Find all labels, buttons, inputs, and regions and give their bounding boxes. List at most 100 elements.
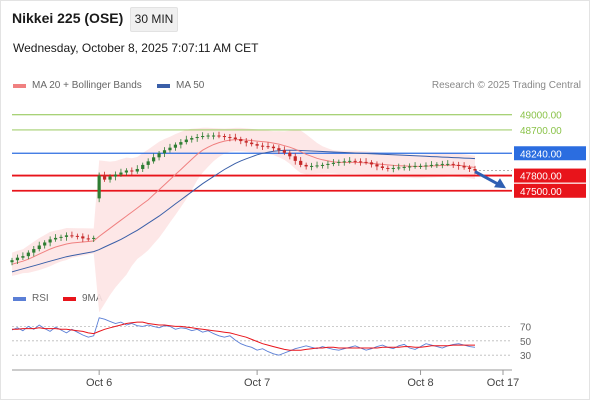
- candle-body: [26, 252, 30, 257]
- candle-body: [233, 137, 237, 140]
- candle-body: [211, 135, 216, 137]
- candle-body: [309, 165, 314, 167]
- candle-body: [342, 161, 346, 163]
- candle-body: [135, 168, 139, 172]
- candle-body: [162, 150, 167, 154]
- chart-datetime: Wednesday, October 8, 2025 7:07:11 AM CE…: [13, 41, 259, 55]
- candle-body: [64, 235, 69, 237]
- legend-rsi-label: RSI: [32, 293, 49, 304]
- candle-body: [315, 165, 319, 167]
- candle-body: [408, 166, 412, 168]
- candle-body: [15, 257, 20, 261]
- candle-body: [113, 174, 118, 177]
- candle-body: [59, 236, 63, 238]
- candle-body: [21, 256, 25, 258]
- candle-body: [190, 138, 194, 140]
- candle-body: [92, 237, 96, 239]
- candle-body: [326, 163, 330, 165]
- candle-body: [173, 144, 178, 148]
- legend-ma9: 9MA: [63, 293, 103, 304]
- candle-body: [53, 237, 58, 240]
- candle-body: [266, 146, 270, 148]
- candle-body: [146, 161, 150, 165]
- candle-body: [37, 245, 41, 250]
- candle-body: [217, 135, 221, 137]
- rsi-series-rsi: [11, 317, 476, 356]
- candle-body: [179, 142, 183, 145]
- candle-body: [201, 136, 205, 138]
- candle-body: [32, 249, 36, 253]
- copyright: Research © 2025 Trading Central: [431, 80, 581, 91]
- candle-body: [451, 163, 455, 165]
- candle-body: [282, 150, 286, 153]
- ma20-swatch: [13, 83, 26, 88]
- level-tag-4: [514, 183, 586, 198]
- candle-body: [157, 153, 161, 158]
- candle-body: [413, 165, 417, 167]
- bollinger-band-fill: [12, 127, 475, 313]
- candle-body: [244, 141, 248, 143]
- candle-body: [277, 148, 281, 151]
- candle-body: [206, 135, 210, 137]
- rsi-tick-30: 30: [520, 351, 532, 362]
- forecast-arrow-shaft: [474, 170, 501, 187]
- candle-body: [293, 156, 297, 161]
- candle-body: [152, 157, 156, 162]
- candle-body: [331, 162, 335, 164]
- candle-body: [260, 145, 265, 147]
- candle-body: [10, 260, 14, 263]
- candle-body: [402, 166, 406, 168]
- level-label-3: 47800.00: [520, 172, 562, 183]
- candle-body: [168, 147, 172, 151]
- candle-body: [97, 175, 101, 199]
- legend-rsi: RSI: [13, 293, 49, 304]
- rsi-tick-50: 50: [520, 337, 532, 348]
- candle-body: [86, 238, 90, 240]
- timeframe-button[interactable]: 30 MIN: [130, 7, 178, 32]
- candle-body: [81, 236, 85, 239]
- instrument-title: Nikkei 225 (OSE): [12, 10, 124, 26]
- candle-body: [250, 142, 254, 145]
- candle-body: [429, 164, 434, 166]
- candle-body: [70, 235, 74, 237]
- candle-body: [473, 168, 477, 171]
- candle-body: [255, 144, 259, 146]
- x-tick-label-3: Oct 17: [487, 377, 519, 389]
- candle-body: [108, 176, 112, 180]
- candle-body: [103, 175, 107, 180]
- candle-body: [467, 167, 472, 169]
- level-label-0: 49000.00: [520, 111, 562, 122]
- level-label-2: 48240.00: [520, 149, 562, 160]
- rsi-tick-70: 70: [520, 322, 532, 333]
- ma50-line: [11, 149, 476, 273]
- candle-body: [119, 172, 123, 175]
- legend-ma20: MA 20 + Bollinger Bands: [13, 80, 142, 91]
- candle-body: [184, 139, 188, 143]
- candle-body: [353, 160, 357, 162]
- candle-body: [304, 164, 308, 167]
- level-tag-2: [514, 146, 586, 161]
- level-label-4: 47500.00: [520, 187, 562, 198]
- candle-body: [397, 167, 401, 169]
- legend-ma9-label: 9MA: [82, 293, 103, 304]
- candle-body: [446, 163, 450, 165]
- forecast-arrow-head: [494, 178, 506, 189]
- candle-body: [271, 146, 276, 149]
- candle-body: [359, 161, 363, 163]
- candle-body: [462, 165, 466, 168]
- candle-body: [75, 235, 79, 237]
- candle-body: [222, 136, 227, 138]
- candle-body: [364, 161, 368, 163]
- x-tick-label-0: Oct 6: [86, 377, 112, 389]
- candle-body: [435, 164, 439, 166]
- candle-body: [440, 163, 444, 165]
- candle-body: [48, 239, 52, 243]
- candle-body: [130, 170, 134, 172]
- candle-body: [380, 166, 384, 168]
- candle-body: [299, 160, 303, 165]
- rsi-swatch: [13, 296, 26, 301]
- candle-body: [424, 165, 428, 167]
- level-label-1: 48700.00: [520, 126, 562, 137]
- candle-body: [375, 164, 379, 167]
- x-tick-label-1: Oct 7: [244, 377, 270, 389]
